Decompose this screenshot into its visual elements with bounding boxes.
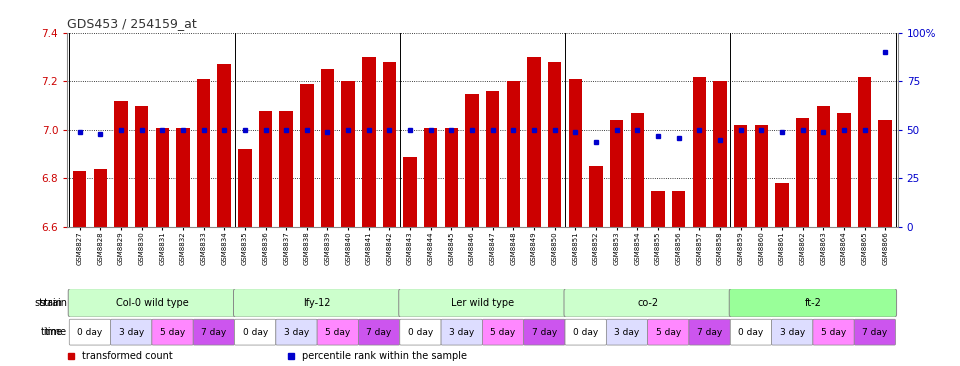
Text: 0 day: 0 day [573,328,598,337]
Text: co-2: co-2 [637,298,659,308]
Text: 3 day: 3 day [284,328,309,337]
Text: strain: strain [39,298,67,308]
Bar [156,127,169,227]
FancyBboxPatch shape [317,319,358,345]
Bar [73,171,86,227]
FancyBboxPatch shape [564,288,732,317]
Bar [486,91,499,227]
Bar [197,79,210,227]
Text: time: time [45,327,67,337]
Text: 3 day: 3 day [119,328,144,337]
Bar [507,82,520,227]
Text: 0 day: 0 day [738,328,763,337]
Text: 0 day: 0 day [78,328,103,337]
Bar [837,113,851,227]
FancyBboxPatch shape [152,319,193,345]
Bar [692,76,706,227]
Bar [238,149,252,227]
Bar [342,82,355,227]
Bar [218,64,231,227]
FancyBboxPatch shape [110,319,152,345]
Text: lfy-12: lfy-12 [303,298,331,308]
Bar [279,111,293,227]
Text: Ler wild type: Ler wild type [451,298,514,308]
FancyBboxPatch shape [565,319,607,345]
Bar [568,79,582,227]
Text: 5 day: 5 day [821,328,846,337]
FancyBboxPatch shape [524,319,565,345]
FancyBboxPatch shape [68,288,235,317]
Text: 3 day: 3 day [449,328,474,337]
Bar [610,120,623,227]
FancyBboxPatch shape [358,319,399,345]
Bar [527,57,540,227]
Text: 7 day: 7 day [862,328,887,337]
Bar [548,62,562,227]
Text: percentile rank within the sample: percentile rank within the sample [302,351,468,361]
Bar [713,82,727,227]
FancyBboxPatch shape [482,319,524,345]
FancyBboxPatch shape [234,319,276,345]
Bar [858,76,872,227]
Bar [733,125,747,227]
Text: 0 day: 0 day [243,328,268,337]
Bar [672,191,685,227]
FancyBboxPatch shape [233,288,401,317]
Bar [589,166,603,227]
Text: time: time [40,327,62,337]
Text: 7 day: 7 day [697,328,722,337]
FancyBboxPatch shape [399,319,441,345]
Bar [796,118,809,227]
Text: transformed count: transformed count [83,351,173,361]
Bar [259,111,273,227]
Bar [424,127,438,227]
Bar [817,106,830,227]
Text: Col-0 wild type: Col-0 wild type [115,298,188,308]
FancyBboxPatch shape [441,319,482,345]
Bar [177,127,189,227]
Bar [362,57,375,227]
Text: 7 day: 7 day [532,328,557,337]
FancyBboxPatch shape [813,319,854,345]
Bar [466,94,479,227]
FancyBboxPatch shape [854,319,896,345]
Text: 5 day: 5 day [325,328,350,337]
Bar [651,191,664,227]
Text: 5 day: 5 day [160,328,185,337]
Bar [300,84,314,227]
FancyBboxPatch shape [772,319,813,345]
Text: GDS453 / 254159_at: GDS453 / 254159_at [67,17,197,30]
Bar [383,62,396,227]
Text: 3 day: 3 day [614,328,639,337]
Text: 0 day: 0 day [408,328,433,337]
FancyBboxPatch shape [69,319,110,345]
Text: 5 day: 5 day [491,328,516,337]
FancyBboxPatch shape [730,288,897,317]
FancyBboxPatch shape [648,319,689,345]
Text: 3 day: 3 day [780,328,804,337]
Bar [114,101,128,227]
Text: 7 day: 7 day [202,328,227,337]
FancyBboxPatch shape [689,319,731,345]
Bar [134,106,148,227]
Bar [631,113,644,227]
Text: 5 day: 5 day [656,328,681,337]
FancyBboxPatch shape [607,319,648,345]
FancyBboxPatch shape [193,319,234,345]
Bar [444,127,458,227]
Bar [776,183,788,227]
Bar [321,69,334,227]
Bar [878,120,892,227]
FancyBboxPatch shape [398,288,566,317]
Text: 7 day: 7 day [367,328,392,337]
FancyBboxPatch shape [731,319,772,345]
Bar [93,169,107,227]
Text: strain: strain [35,298,62,308]
Bar [403,157,417,227]
Bar [755,125,768,227]
Text: ft-2: ft-2 [804,298,822,308]
FancyBboxPatch shape [276,319,317,345]
